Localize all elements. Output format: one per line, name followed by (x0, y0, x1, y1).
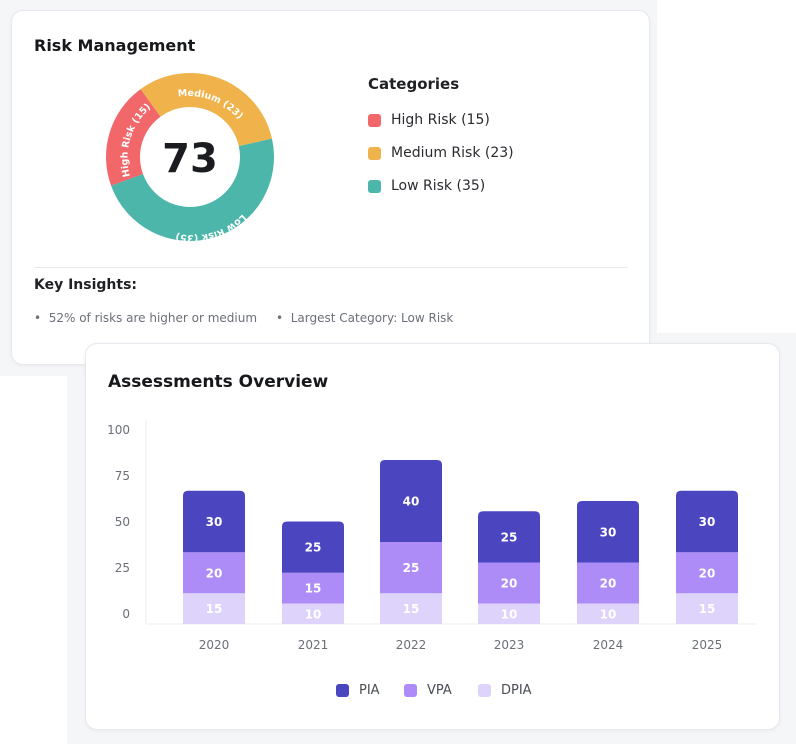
legend-item-low: Low Risk (35) (368, 178, 485, 194)
x-tick-label: 2021 (297, 638, 329, 652)
bar-segment-vpa[interactable] (282, 572, 344, 604)
bar-data-label: 25 (403, 561, 420, 575)
bar-segment-vpa[interactable] (577, 562, 639, 604)
y-tick-label: 25 (114, 561, 130, 575)
card-title: Risk Management (34, 36, 196, 55)
y-tick-label: 0 (122, 607, 130, 621)
bar-data-label: 10 (600, 607, 617, 621)
swatch (368, 146, 381, 160)
donut-total: 73 (162, 136, 218, 182)
insight-item: • 52% of risks are higher or medium (34, 311, 258, 325)
swatch (404, 684, 417, 697)
legend-label: DPIA (501, 683, 532, 698)
bar-segment-vpa[interactable] (380, 542, 442, 594)
x-tick-label: 2024 (592, 638, 624, 652)
donut-segment[interactable] (140, 73, 272, 147)
divider (34, 267, 628, 268)
legend-item-vpa[interactable]: VPA (404, 683, 452, 698)
legend-item-high: High Risk (15) (368, 112, 490, 128)
assessments-overview-card: Assessments Overview 100 75 50 25 0 15 20… (85, 343, 780, 730)
swatch (478, 684, 491, 697)
legend-item-pia[interactable]: PIA (336, 683, 380, 698)
bar-segment-dpia[interactable] (478, 603, 540, 625)
bar-data-label: 15 (403, 602, 420, 616)
legend-label: High Risk (15) (391, 112, 490, 128)
y-tick-label: 50 (114, 515, 130, 529)
risk-management-card: Risk Management High Risk (15) Medium (23… (11, 10, 650, 365)
legend-item-dpia[interactable]: DPIA (478, 683, 532, 698)
bar-data-label: 20 (206, 566, 223, 580)
insight-text: 52% of risks are higher or medium (48, 311, 258, 325)
bar-segment-dpia[interactable] (676, 593, 738, 624)
bar-data-label: 40 (403, 495, 420, 509)
bar-data-label: 15 (699, 602, 716, 616)
bar-chart: 15 20 30 10 15 25 15 25 40 10 20 25 10 20 30 15 20 30 (145, 420, 756, 625)
legend-label: Low Risk (35) (391, 178, 486, 194)
swatch (368, 113, 381, 127)
donut-segment[interactable] (106, 89, 161, 186)
bar-segment-dpia[interactable] (380, 593, 442, 624)
donut-segment[interactable] (111, 138, 274, 241)
bar-segment-vpa[interactable] (676, 552, 738, 594)
x-tick-label: 2020 (198, 638, 230, 652)
bar-segment-dpia[interactable] (577, 603, 639, 625)
insights-title: Key Insights: (34, 277, 138, 293)
bar-data-label: 25 (501, 530, 518, 544)
bar-segment-dpia[interactable] (282, 603, 344, 625)
y-tick-label: 75 (114, 469, 130, 483)
bar-data-label: 30 (600, 525, 617, 539)
legend-label: VPA (427, 683, 452, 698)
bar-segment-vpa[interactable] (183, 552, 245, 594)
bar-data-label: 25 (305, 541, 322, 555)
bar-data-label: 20 (699, 566, 716, 580)
legend-label: PIA (359, 683, 380, 698)
bar-segment-pia[interactable] (676, 490, 738, 553)
chart-title: Assessments Overview (108, 372, 329, 392)
bar-segment-pia[interactable] (577, 501, 639, 563)
bar-data-label: 30 (699, 515, 716, 529)
bar-data-label: 20 (501, 577, 518, 591)
bar-segment-pia[interactable] (478, 511, 540, 563)
bar-data-label: 15 (206, 602, 223, 616)
bar-segment-dpia[interactable] (183, 593, 245, 624)
bar-segment-vpa[interactable] (478, 562, 540, 604)
legend-label: Medium Risk (23) (391, 145, 514, 161)
bar-data-label: 30 (206, 515, 223, 529)
insight-item: • Largest Category: Low Risk (276, 311, 454, 325)
y-tick-label: 100 (107, 423, 130, 437)
bar-data-label: 20 (600, 577, 617, 591)
bar-segment-pia[interactable] (282, 521, 344, 573)
bar-data-label: 10 (501, 607, 518, 621)
legend-title: Categories (368, 75, 460, 93)
bar-data-label: 15 (305, 582, 322, 596)
legend-item-medium: Medium Risk (23) (368, 145, 514, 161)
x-tick-label: 2023 (493, 638, 525, 652)
risk-donut: High Risk (15)Medium (23)Low Risk (35)73 (106, 73, 274, 243)
bar-segment-pia[interactable] (183, 490, 245, 553)
bar-segment-pia[interactable] (380, 460, 442, 542)
insight-text: Largest Category: Low Risk (290, 311, 454, 325)
x-tick-label: 2022 (395, 638, 427, 652)
swatch (336, 684, 349, 697)
swatch (368, 179, 381, 193)
bar-data-label: 10 (305, 607, 322, 621)
x-tick-label: 2025 (691, 638, 723, 652)
